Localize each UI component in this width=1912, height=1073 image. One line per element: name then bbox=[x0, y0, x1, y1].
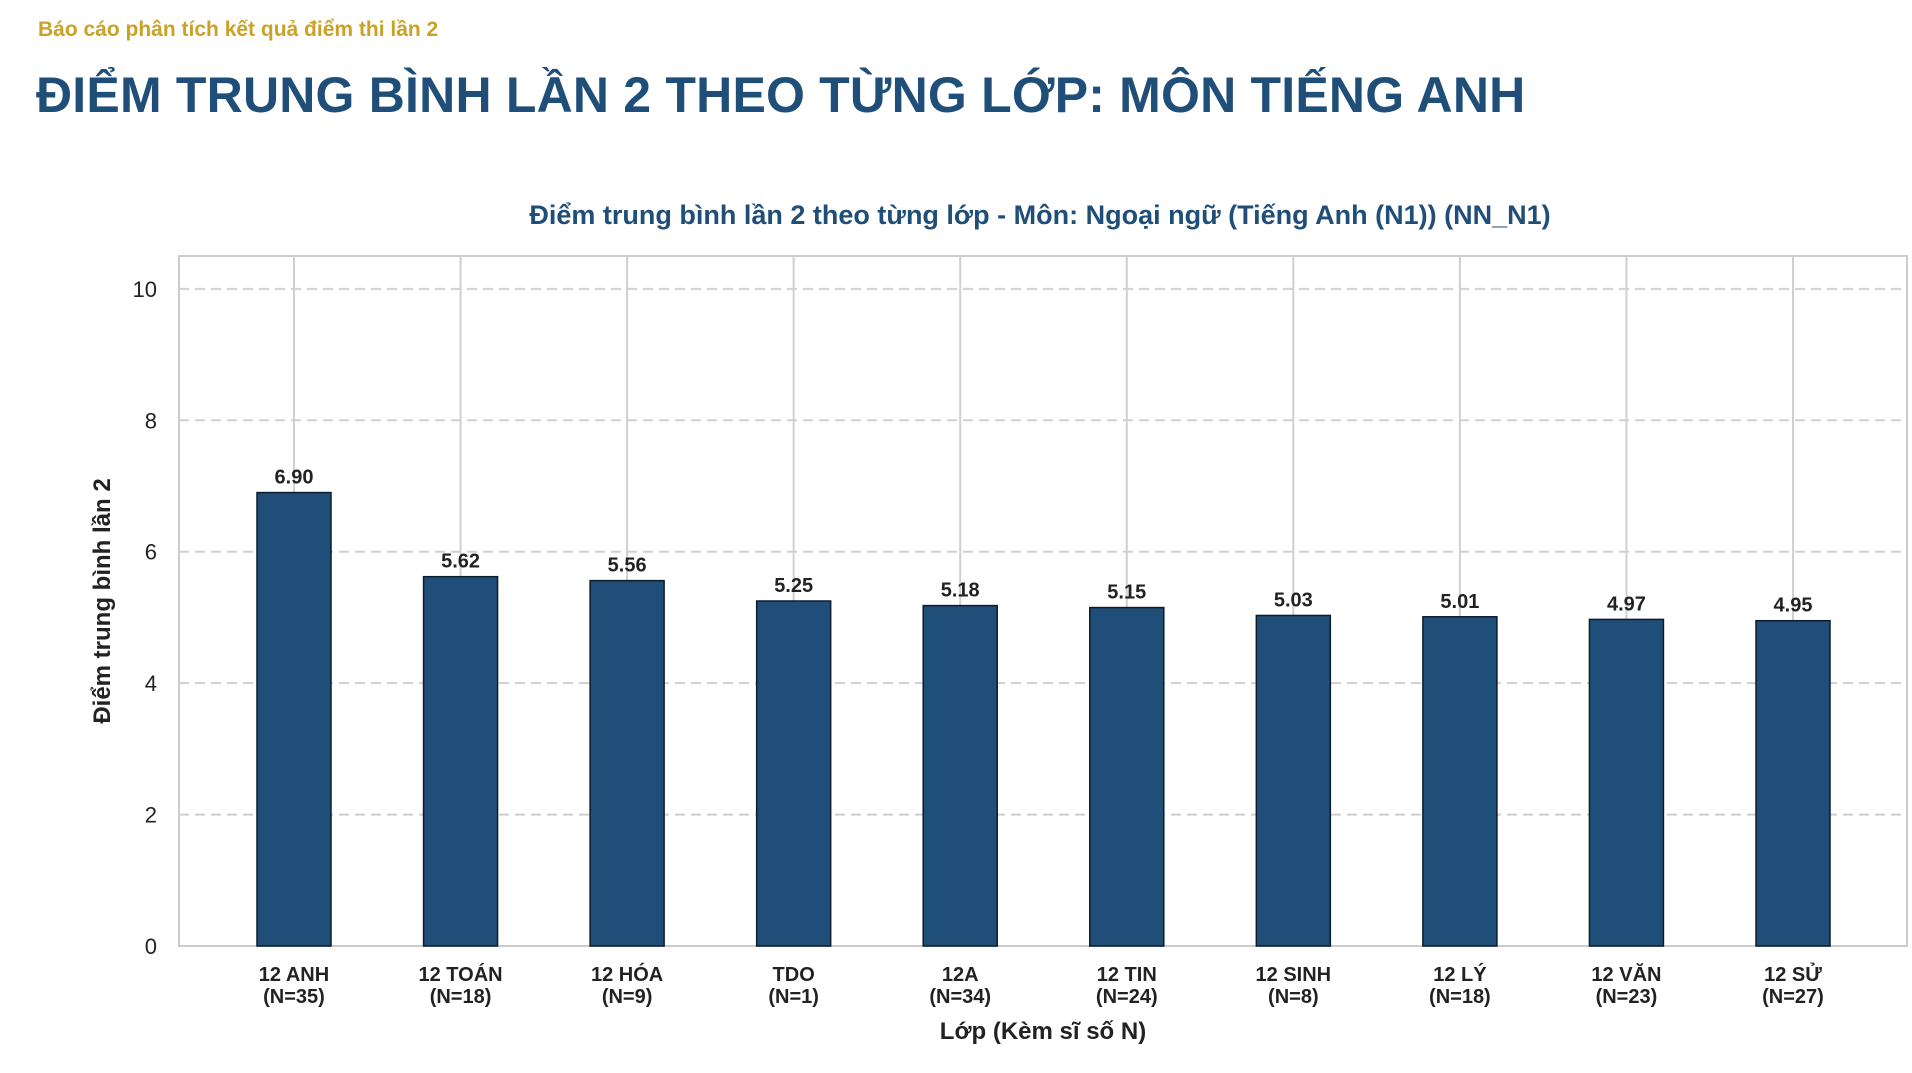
bar bbox=[256, 491, 332, 947]
x-tick-label: 12 SINH bbox=[1256, 964, 1332, 986]
data-label: 4.97 bbox=[1607, 593, 1646, 615]
data-label: 5.03 bbox=[1274, 589, 1313, 611]
bar bbox=[755, 600, 832, 947]
x-tick-label: TDO bbox=[773, 964, 815, 986]
bar bbox=[1255, 614, 1332, 947]
data-label: 5.01 bbox=[1440, 591, 1479, 613]
data-label: 6.90 bbox=[275, 467, 314, 489]
data-label: 5.18 bbox=[941, 580, 980, 602]
x-tick-count: (N=27) bbox=[1762, 986, 1824, 1008]
bars-group: 6.90 5.62 5.56 5.25 5.18 5.15 5.03 5.01 4.97 4.95 bbox=[256, 467, 1831, 947]
x-tick-count: (N=24) bbox=[1096, 986, 1158, 1008]
x-tick-label: 12 HÓA bbox=[591, 962, 663, 986]
bar bbox=[1588, 618, 1665, 947]
x-tick-label: 12 SỬ bbox=[1764, 962, 1822, 986]
data-label: 5.62 bbox=[441, 551, 480, 573]
x-tick-label: 12A bbox=[942, 964, 979, 986]
x-tick-label: 12 ANH bbox=[259, 964, 329, 986]
page-title: ĐIỂM TRUNG BÌNH LẦN 2 THEO TỪNG LỚP: MÔN… bbox=[36, 67, 1526, 123]
data-label: 5.25 bbox=[774, 575, 813, 597]
report-kicker: Báo cáo phân tích kết quả điểm thi lần 2 bbox=[38, 18, 439, 41]
y-tick-label: 0 bbox=[145, 934, 157, 959]
y-tick-label: 2 bbox=[145, 803, 157, 828]
data-label: 5.56 bbox=[608, 555, 647, 577]
bar bbox=[1089, 606, 1165, 947]
x-tick-count: (N=18) bbox=[1429, 986, 1491, 1008]
data-label: 4.95 bbox=[1774, 595, 1813, 617]
chart-title: Điểm trung bình lần 2 theo từng lớp - Mô… bbox=[529, 200, 1550, 230]
data-label: 5.15 bbox=[1107, 582, 1146, 604]
y-tick-label: 6 bbox=[145, 540, 157, 565]
bar bbox=[422, 575, 499, 947]
x-tick-count: (N=9) bbox=[602, 986, 653, 1008]
y-axis-ticks: 0 2 4 6 8 10 bbox=[133, 277, 157, 959]
x-tick-count: (N=8) bbox=[1268, 986, 1319, 1008]
bar bbox=[922, 604, 998, 947]
x-tick-count: (N=34) bbox=[929, 986, 991, 1008]
x-tick-count: (N=35) bbox=[263, 986, 325, 1008]
x-tick-count: (N=23) bbox=[1596, 986, 1658, 1008]
x-tick-label: 12 TOÁN bbox=[419, 963, 503, 986]
bar bbox=[1422, 616, 1498, 947]
x-tick-count: (N=18) bbox=[430, 986, 492, 1008]
x-axis-label: Lớp (Kèm sĩ số N) bbox=[940, 1018, 1146, 1045]
y-tick-label: 10 bbox=[133, 277, 157, 302]
bar bbox=[589, 579, 665, 947]
x-tick-count: (N=1) bbox=[768, 986, 819, 1008]
plot-area bbox=[178, 255, 1908, 947]
x-tick-label: 12 TIN bbox=[1097, 964, 1157, 986]
bar bbox=[1755, 619, 1831, 947]
x-tick-label: 12 LÝ bbox=[1433, 962, 1487, 986]
x-tick-label: 12 VĂN bbox=[1591, 963, 1661, 986]
y-tick-label: 8 bbox=[145, 408, 157, 433]
y-tick-label: 4 bbox=[145, 671, 157, 696]
y-axis-label: Điểm trung bình lần 2 bbox=[89, 478, 116, 723]
x-axis-ticks: 12 ANH(N=35)12 TOÁN(N=18)12 HÓA(N=9)TDO(… bbox=[259, 962, 1824, 1008]
